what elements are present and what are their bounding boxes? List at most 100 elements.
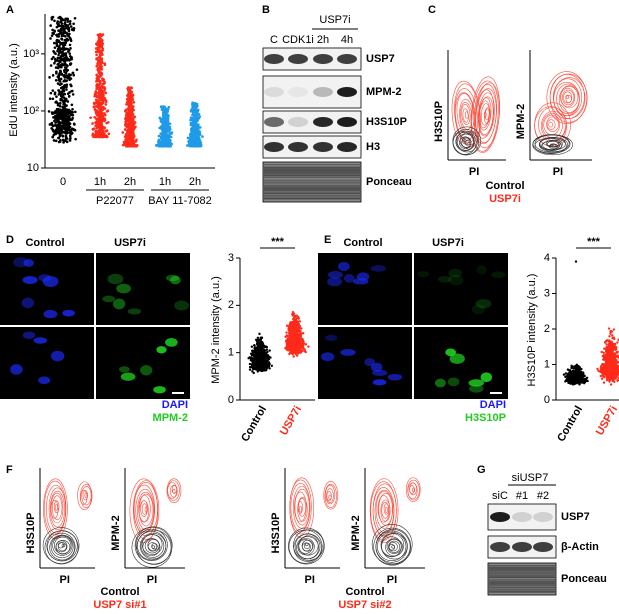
panel-label: C xyxy=(428,4,436,16)
lane-label: 4h xyxy=(341,34,353,46)
dot xyxy=(63,84,67,88)
dot xyxy=(63,113,66,116)
nucleus xyxy=(480,372,493,383)
dot xyxy=(57,93,61,96)
dot xyxy=(167,144,171,148)
dot xyxy=(69,47,72,50)
dot xyxy=(95,101,99,105)
dot xyxy=(193,114,197,118)
dot xyxy=(99,114,102,118)
dot xyxy=(101,85,105,88)
dot xyxy=(290,324,293,327)
dot xyxy=(125,132,128,136)
dot xyxy=(572,367,575,370)
dot xyxy=(126,94,129,97)
dot xyxy=(129,86,133,89)
nucleus xyxy=(165,337,178,347)
blot-band xyxy=(288,54,308,64)
dot xyxy=(127,91,131,95)
dot xyxy=(294,314,297,318)
dot xyxy=(297,335,300,338)
nucleus xyxy=(471,304,486,315)
dot xyxy=(73,123,76,126)
dot xyxy=(288,343,291,346)
dot xyxy=(103,87,107,90)
dot xyxy=(170,142,173,146)
dot xyxy=(53,91,57,94)
dot xyxy=(161,135,165,138)
dot xyxy=(96,105,100,108)
dot xyxy=(69,54,72,58)
blot-band xyxy=(288,142,308,152)
dot xyxy=(95,57,99,60)
dot xyxy=(158,116,162,120)
dot xyxy=(269,356,272,359)
dot xyxy=(95,109,98,112)
blot-band xyxy=(313,117,333,127)
legend-entry: USP7i xyxy=(489,193,521,205)
dot xyxy=(189,133,192,136)
dot xyxy=(93,94,96,98)
dot xyxy=(285,331,288,334)
dot xyxy=(56,48,60,51)
dot xyxy=(96,67,100,71)
nucleus xyxy=(38,376,51,385)
y-axis-label: EdU intensity (a.u.) xyxy=(8,43,20,137)
dot xyxy=(59,30,63,34)
dot xyxy=(103,126,106,130)
blot-band xyxy=(288,117,308,127)
lane-group-label: USP7i xyxy=(319,14,350,26)
dot xyxy=(61,119,65,122)
dot xyxy=(575,364,579,368)
dot xyxy=(250,359,254,362)
nucleus xyxy=(165,274,179,282)
dot xyxy=(75,68,79,71)
contour xyxy=(464,140,471,146)
dot xyxy=(67,26,71,30)
nucleus xyxy=(169,276,181,285)
dot xyxy=(97,95,100,99)
dot xyxy=(53,46,57,49)
nucleus xyxy=(102,295,116,303)
dot xyxy=(57,107,60,111)
blot-band xyxy=(264,189,360,192)
dot xyxy=(58,132,61,135)
dot xyxy=(166,135,169,138)
blot-band xyxy=(264,194,360,197)
dot xyxy=(49,24,52,27)
dot xyxy=(127,109,131,112)
dot xyxy=(94,50,98,54)
dot xyxy=(581,372,585,376)
y-tick-label: 10³ xyxy=(23,48,39,60)
dot xyxy=(68,110,72,114)
dot xyxy=(194,130,197,134)
dot xyxy=(51,89,55,92)
dot xyxy=(99,97,102,100)
dot xyxy=(70,110,73,114)
dot xyxy=(57,89,61,92)
dot xyxy=(56,82,60,85)
nucleus xyxy=(107,273,124,285)
dot xyxy=(58,129,62,132)
dot xyxy=(57,35,61,38)
dot xyxy=(54,59,57,63)
dot xyxy=(64,56,67,60)
dot xyxy=(612,328,616,331)
nucleus xyxy=(153,386,166,394)
dot xyxy=(163,126,167,129)
y-axis-label: H3S10P xyxy=(433,101,445,142)
dot xyxy=(261,356,265,359)
dot xyxy=(168,122,172,125)
dot xyxy=(71,93,75,96)
dot xyxy=(99,74,102,78)
dot xyxy=(66,76,70,80)
dot xyxy=(124,108,128,112)
dot xyxy=(130,144,133,148)
dot xyxy=(91,122,94,125)
dot xyxy=(100,102,104,106)
dot xyxy=(191,117,194,120)
dot xyxy=(96,61,100,65)
dot xyxy=(63,21,67,25)
dot xyxy=(256,339,260,342)
dot xyxy=(616,341,619,344)
